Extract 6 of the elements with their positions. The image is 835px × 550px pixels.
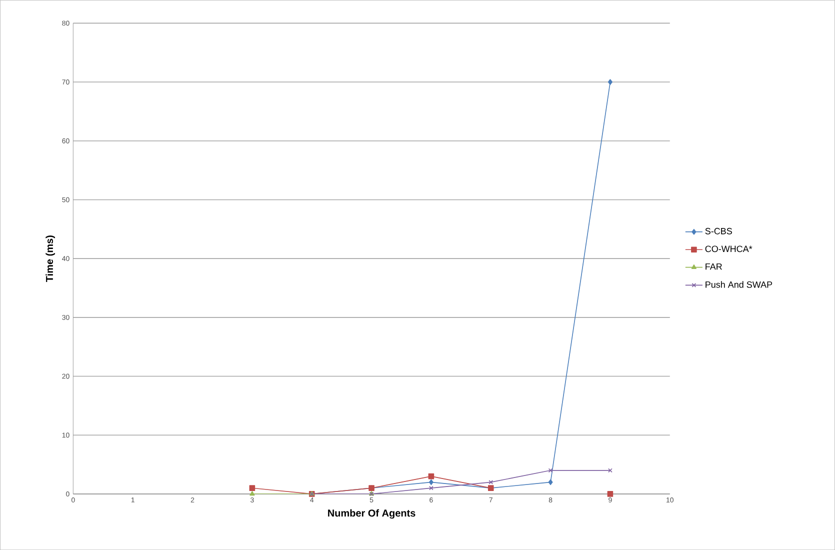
legend-label: CO-WHCA* [705, 246, 752, 252]
y-axis-title: Time (ms) [46, 235, 55, 282]
legend-label: S-CBS [705, 228, 732, 234]
legend-label: FAR [706, 263, 722, 270]
legend-label: Push And SWAP [706, 281, 772, 288]
x-axis-title: Number Of Agents [328, 509, 416, 519]
